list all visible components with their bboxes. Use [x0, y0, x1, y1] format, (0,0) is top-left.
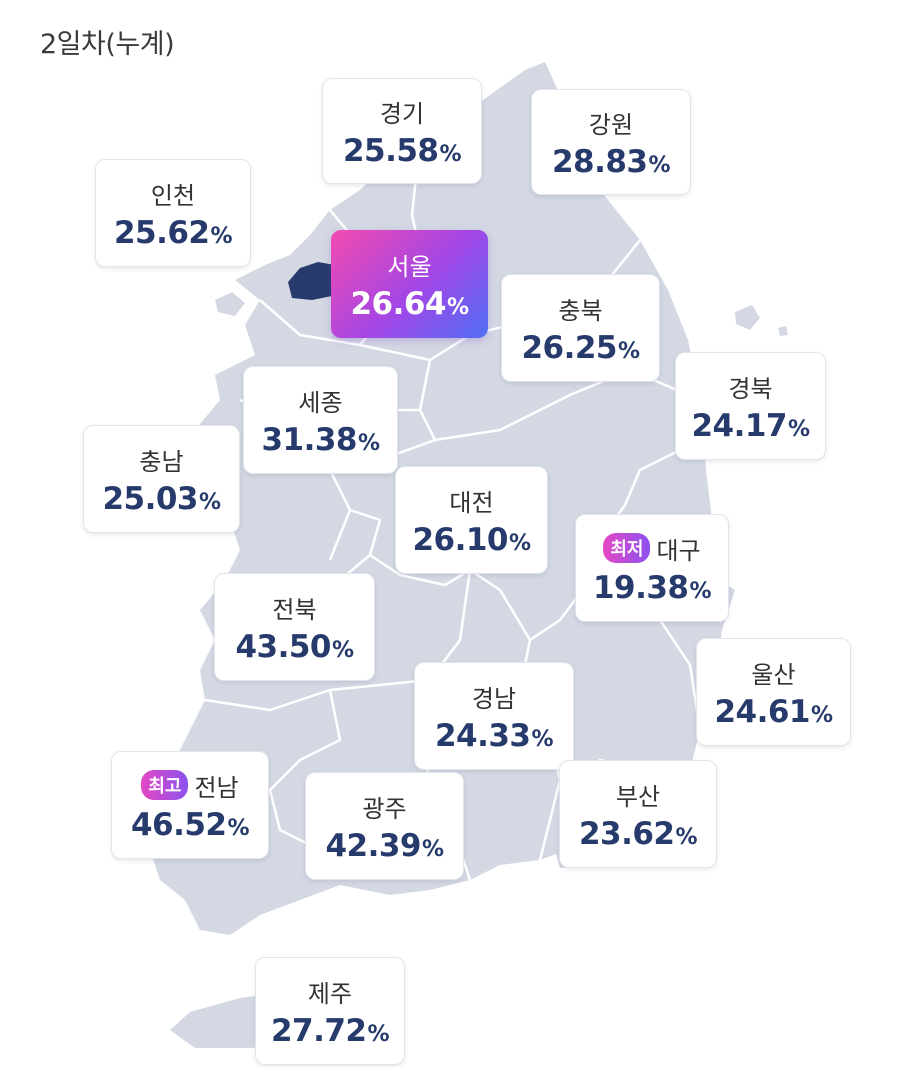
turnout-value: 28.83 — [551, 143, 648, 180]
turnout-value: 25.03 — [102, 480, 198, 517]
region-card-jeonbuk[interactable]: 전북 43.50% — [214, 573, 375, 681]
percent-symbol: % — [618, 338, 640, 364]
region-name: 경기 — [379, 99, 425, 128]
region-card-gyeonggi[interactable]: 경기 25.58% — [322, 78, 482, 184]
region-turnout: 43.50% — [235, 628, 354, 665]
percent-symbol: % — [367, 1021, 390, 1047]
turnout-value: 25.58 — [342, 132, 439, 169]
region-name: 서울 — [387, 252, 432, 281]
region-name: 전남 — [194, 773, 239, 802]
region-name: 충남 — [139, 447, 184, 476]
region-name: 경북 — [728, 374, 773, 403]
region-turnout: 27.72% — [270, 1012, 390, 1049]
region-turnout: 25.03% — [102, 480, 221, 517]
percent-symbol: % — [199, 489, 221, 515]
region-card-ulsan[interactable]: 울산 24.61% — [696, 638, 851, 746]
region-turnout: 23.62% — [578, 815, 698, 852]
region-turnout: 31.38% — [261, 421, 380, 458]
region-turnout: 28.83% — [551, 143, 671, 180]
region-turnout: 26.10% — [412, 521, 531, 558]
seoul-region-shape — [288, 262, 338, 300]
region-name: 강원 — [588, 110, 634, 139]
region-name: 광주 — [362, 794, 407, 823]
island-shape — [735, 305, 760, 330]
region-name: 대전 — [449, 488, 494, 517]
region-name: 충북 — [558, 296, 603, 325]
region-card-chungnam[interactable]: 충남 25.03% — [83, 425, 240, 533]
turnout-value: 26.25 — [521, 329, 617, 366]
percent-symbol: % — [531, 726, 554, 752]
percent-symbol: % — [811, 702, 833, 728]
region-name: 부산 — [615, 782, 661, 811]
percent-symbol: % — [332, 637, 354, 663]
region-card-gyeongnam[interactable]: 경남 24.33% — [414, 662, 574, 770]
turnout-value: 24.61 — [714, 693, 810, 730]
region-turnout: 25.58% — [342, 132, 462, 169]
turnout-value: 24.17 — [691, 407, 787, 444]
region-card-jeonnam[interactable]: 최고 전남 46.52% — [111, 751, 269, 859]
percent-symbol: % — [788, 416, 810, 442]
percent-symbol: % — [648, 152, 671, 178]
percent-symbol: % — [689, 578, 712, 604]
turnout-value: 26.64 — [350, 285, 446, 322]
region-turnout: 26.64% — [350, 285, 469, 322]
region-card-daejeon[interactable]: 대전 26.10% — [395, 466, 548, 574]
region-name-with-badge: 최저 대구 — [603, 531, 701, 566]
region-card-busan[interactable]: 부산 23.62% — [559, 760, 717, 868]
percent-symbol: % — [509, 530, 531, 556]
turnout-value: 19.38 — [592, 569, 689, 606]
percent-symbol: % — [358, 430, 380, 456]
turnout-value: 43.50 — [235, 628, 331, 665]
region-name-with-badge: 최고 전남 — [141, 768, 239, 803]
region-card-daegu[interactable]: 최저 대구 19.38% — [575, 514, 729, 622]
region-name: 경남 — [471, 684, 517, 713]
region-name: 전북 — [272, 595, 317, 624]
page-title: 2일차(누계) — [40, 29, 175, 60]
percent-symbol: % — [675, 824, 698, 850]
island-shape — [778, 326, 788, 336]
region-name: 인천 — [150, 181, 196, 210]
region-turnout: 24.33% — [434, 717, 554, 754]
region-card-sejong[interactable]: 세종 31.38% — [243, 366, 398, 474]
turnout-value: 31.38 — [261, 421, 357, 458]
percent-symbol: % — [439, 141, 462, 167]
region-name: 제주 — [307, 979, 353, 1008]
region-turnout: 42.39% — [325, 827, 444, 864]
region-card-chungbuk[interactable]: 충북 26.25% — [501, 274, 660, 382]
region-card-gwangju[interactable]: 광주 42.39% — [305, 772, 464, 880]
turnout-value: 25.62 — [113, 214, 210, 251]
region-card-seoul-selected[interactable]: 서울 26.64% — [331, 230, 488, 338]
region-card-gangwon[interactable]: 강원 28.83% — [531, 89, 691, 195]
percent-symbol: % — [210, 223, 233, 249]
region-turnout: 25.62% — [113, 214, 233, 251]
region-turnout: 19.38% — [592, 569, 712, 606]
lowest-badge: 최저 — [603, 533, 651, 563]
island-shape — [215, 292, 245, 316]
turnout-value: 26.10 — [412, 521, 508, 558]
region-turnout: 24.17% — [691, 407, 810, 444]
region-card-jeju[interactable]: 제주 27.72% — [255, 957, 405, 1065]
region-card-incheon[interactable]: 인천 25.62% — [95, 159, 251, 267]
region-name: 울산 — [751, 660, 796, 689]
turnout-value: 42.39 — [325, 827, 421, 864]
region-turnout: 24.61% — [714, 693, 833, 730]
region-name: 세종 — [298, 388, 343, 417]
turnout-value: 46.52 — [130, 806, 227, 843]
turnout-value: 23.62 — [578, 815, 675, 852]
percent-symbol: % — [227, 815, 250, 841]
region-card-gyeongbuk[interactable]: 경북 24.17% — [675, 352, 826, 460]
turnout-value: 24.33 — [434, 717, 531, 754]
highest-badge: 최고 — [141, 770, 189, 800]
turnout-value: 27.72 — [270, 1012, 367, 1049]
region-turnout: 26.25% — [521, 329, 640, 366]
percent-symbol: % — [447, 294, 469, 320]
percent-symbol: % — [422, 836, 444, 862]
region-name: 대구 — [656, 536, 701, 565]
region-turnout: 46.52% — [130, 806, 250, 843]
